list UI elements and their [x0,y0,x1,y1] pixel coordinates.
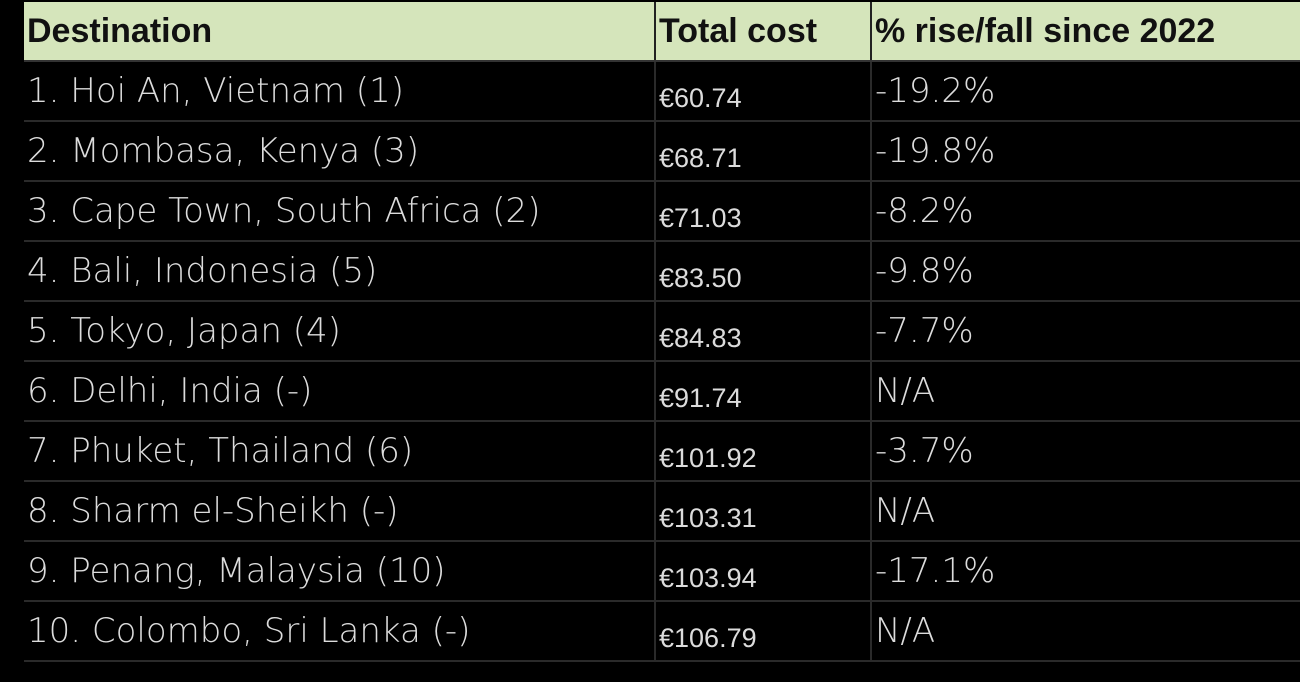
change-cell: -19.2% [871,61,1300,122]
destination-cost-table: Destination Total cost % rise/fall since… [24,2,1300,662]
header-total-cost: Total cost [655,2,872,62]
table-row: 1. Hoi An, Vietnam (1) €60.74 -19.2% [24,61,1300,122]
change-cell: N/A [871,481,1300,542]
destination-cell: 3. Cape Town, South Africa (2) [24,181,656,242]
destination-cell: 4. Bali, Indonesia (5) [24,241,656,302]
header-row: Destination Total cost % rise/fall since… [24,2,1300,62]
destination-cell: 2. Mombasa, Kenya (3) [24,121,656,182]
change-cell: -17.1% [871,541,1300,602]
destination-cell: 7. Phuket, Thailand (6) [24,421,656,482]
change-cell: N/A [871,601,1300,662]
change-cell: -3.7% [871,421,1300,482]
header-destination: Destination [24,2,656,62]
cost-cell: €101.92 [655,421,872,482]
table-row: 3. Cape Town, South Africa (2) €71.03 -8.2… [24,181,1300,242]
destination-cell: 5. Tokyo, Japan (4) [24,301,656,362]
cost-cell: €71.03 [655,181,872,242]
change-cell: -8.2% [871,181,1300,242]
destination-cell: 1. Hoi An, Vietnam (1) [24,61,656,122]
cost-cell: €106.79 [655,601,872,662]
destination-cell: 10. Colombo, Sri Lanka (-) [24,601,656,662]
table-row: 7. Phuket, Thailand (6) €101.92 -3.7% [24,421,1300,482]
cost-cell: €103.94 [655,541,872,602]
cost-cell: €103.31 [655,481,872,542]
table-row: 8. Sharm el-Sheikh (-) €103.31 N/A [24,481,1300,542]
cost-cell: €68.71 [655,121,872,182]
table-row: 9. Penang, Malaysia (10) €103.94 -17.1% [24,541,1300,602]
table-row: 4. Bali, Indonesia (5) €83.50 -9.8% [24,241,1300,302]
change-cell: -7.7% [871,301,1300,362]
change-cell: -9.8% [871,241,1300,302]
cost-cell: €60.74 [655,61,872,122]
cost-cell: €84.83 [655,301,872,362]
table-row: 10. Colombo, Sri Lanka (-) €106.79 N/A [24,601,1300,662]
cost-cell: €83.50 [655,241,872,302]
table-row: 2. Mombasa, Kenya (3) €68.71 -19.8% [24,121,1300,182]
table-row: 6. Delhi, India (-) €91.74 N/A [24,361,1300,422]
destination-cell: 8. Sharm el-Sheikh (-) [24,481,656,542]
table-row: 5. Tokyo, Japan (4) €84.83 -7.7% [24,301,1300,362]
cost-cell: €91.74 [655,361,872,422]
change-cell: N/A [871,361,1300,422]
destination-cell: 9. Penang, Malaysia (10) [24,541,656,602]
destination-cell: 6. Delhi, India (-) [24,361,656,422]
change-cell: -19.8% [871,121,1300,182]
header-change: % rise/fall since 2022 [871,2,1300,62]
